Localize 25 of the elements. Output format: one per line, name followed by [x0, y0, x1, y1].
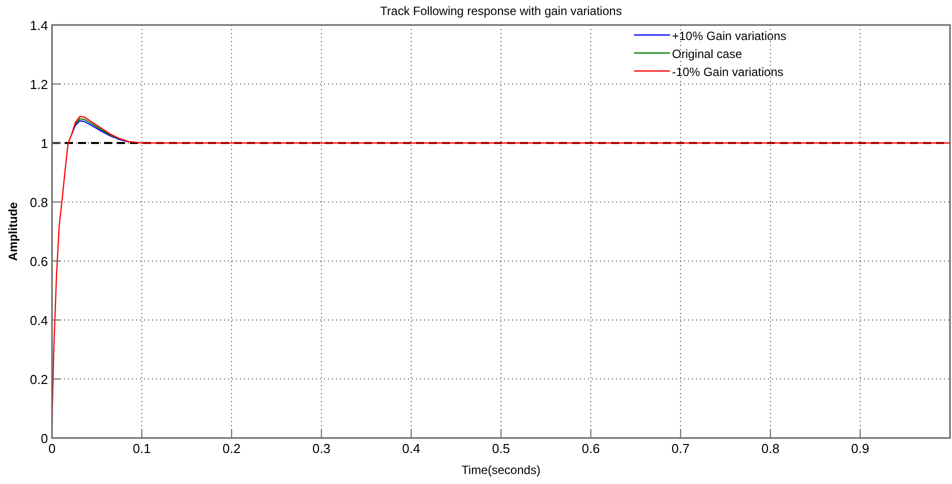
y-tick-label: 1	[40, 136, 48, 151]
y-tick-label: 0.8	[30, 195, 48, 210]
x-axis-title: Time(seconds)	[462, 463, 540, 477]
x-tick-label: 0.2	[222, 441, 241, 456]
x-tick-label: 0.4	[402, 441, 420, 456]
chart-title: Track Following response with gain variations	[380, 4, 622, 18]
x-tick-label: 0.8	[761, 441, 780, 456]
legend-label: -10% Gain variations	[672, 65, 784, 79]
legend-label: Original case	[672, 47, 742, 61]
line-series	[74, 118, 120, 140]
legend-label: +10% Gain variations	[672, 29, 786, 43]
x-tick-label: 0.6	[582, 441, 600, 456]
y-tick-label: 0.2	[30, 372, 48, 387]
y-tick-label: 0.6	[30, 254, 48, 269]
x-tick-label: 0.5	[492, 441, 510, 456]
x-tick-label: 0.7	[672, 441, 690, 456]
y-tick-label: 0.4	[30, 313, 48, 328]
x-tick-label: 0.3	[312, 441, 330, 456]
y-tick-label: 0	[40, 431, 48, 446]
y-tick-label: 1.4	[30, 18, 48, 33]
x-tick-label: 0.9	[851, 441, 870, 456]
x-tick-label: 0.1	[132, 441, 151, 456]
y-tick-label: 1.2	[30, 77, 48, 92]
y-axis-title: Amplitude	[6, 202, 20, 261]
line-series	[71, 120, 129, 142]
